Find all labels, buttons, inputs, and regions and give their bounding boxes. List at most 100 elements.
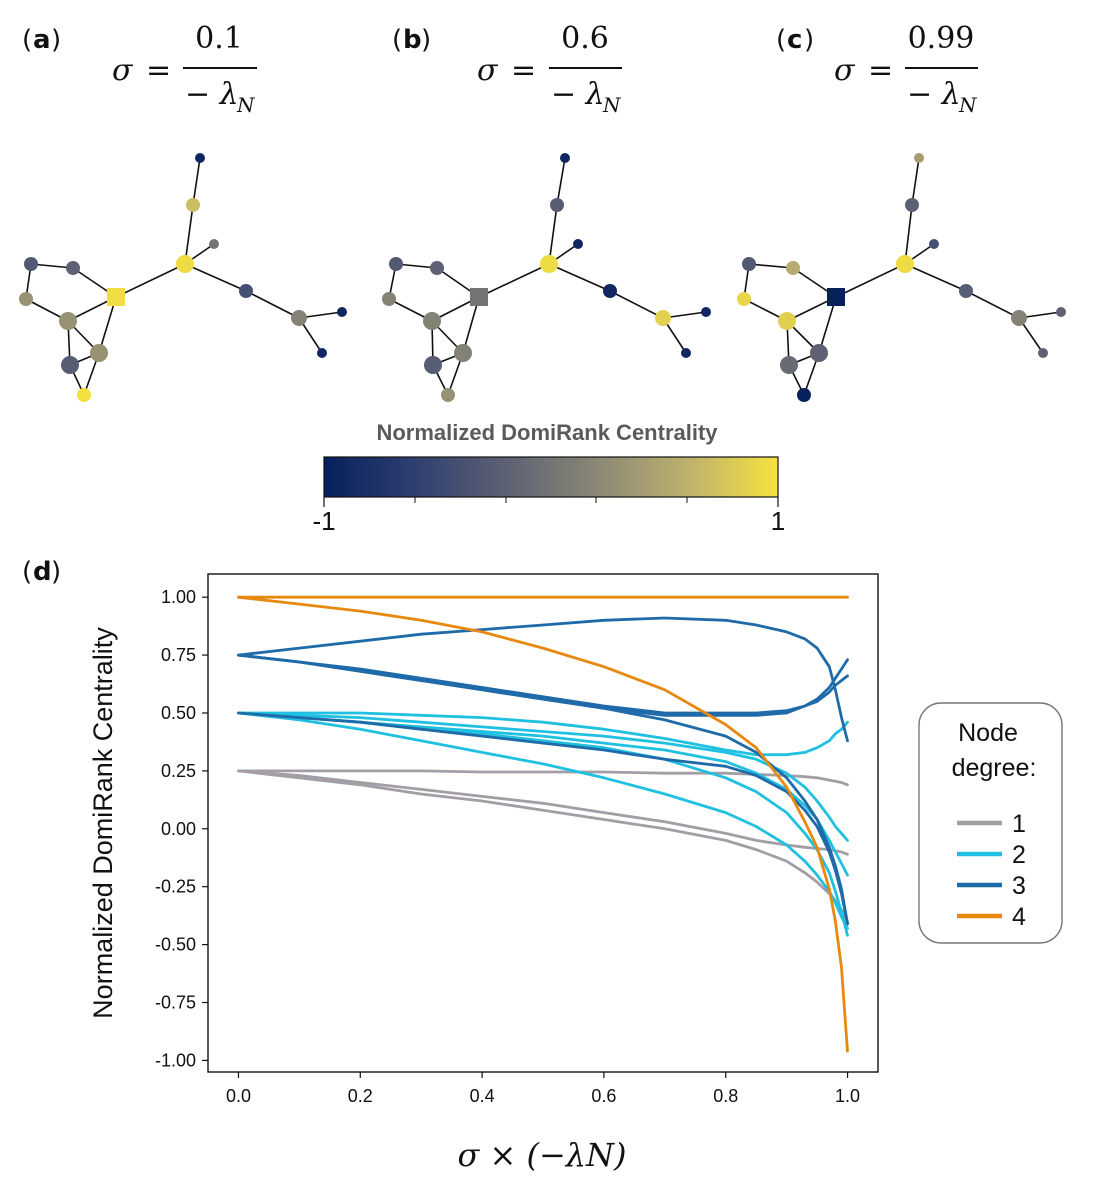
network-node [77,388,91,402]
x-axis-label: σ × (−λN) [457,1136,626,1174]
network-node [959,284,973,298]
network-node [176,255,194,273]
network-node [430,261,444,275]
network-node [742,257,756,271]
network-node [1038,348,1048,358]
network-node [540,255,558,273]
numerator-b: 0.6 [561,21,609,56]
panel-letter-a-open: ( [22,25,32,55]
y-tick-label: 0.25 [161,761,196,781]
x-tick-label: 0.0 [226,1086,251,1106]
y-tick-label: 0.00 [161,819,196,839]
network-edge [192,157,201,206]
network-node [239,284,253,298]
network-node [59,312,77,330]
sigma-symbol-c: σ [834,53,856,88]
network-edge [818,296,837,354]
network-node [681,348,691,358]
numerator-a: 0.1 [195,21,243,56]
network-edge [548,263,611,292]
network-node [778,312,796,330]
network-graph-c [737,153,1066,402]
legend-label: 1 [1012,810,1026,838]
y-tick-label: 0.50 [161,703,196,723]
colorbar-gradient [323,456,779,498]
network-node [317,348,327,358]
network-edge [245,290,300,319]
network-node [337,307,347,317]
equals-c: = [868,53,893,88]
line-chart: 0.0 0.2 0.4 0.6 0.8 1.0 1.00 0.75 0.50 0.25 0.00 -… [88,573,879,1174]
network-edge [98,296,117,354]
network-edge [556,157,566,206]
equals-b: = [511,53,536,88]
legend-label: 4 [1012,903,1026,931]
network-edge [904,263,967,292]
series-line-degree-2 [237,711,849,930]
numerator-c: 0.99 [908,21,975,56]
network-hub-node [107,288,125,306]
y-tick-label: -1.00 [155,1050,196,1070]
y-tick-label: -0.50 [155,935,196,955]
network-node [423,312,441,330]
network-graph-a [19,153,347,402]
network-edge [478,263,550,298]
network-edge [609,290,664,319]
legend-entries: 1 2 3 4 [957,810,1026,931]
series-line-degree-3 [237,616,849,743]
x-axis: 0.0 0.2 0.4 0.6 0.8 1.0 [226,1072,860,1106]
network-node [209,239,219,249]
x-tick-label: 0.6 [591,1086,616,1106]
network-node [914,153,924,163]
network-node [780,356,798,374]
network-graph-b [382,153,711,402]
plot-lines [237,595,849,1053]
network-node [90,344,108,362]
network-node [186,198,200,212]
network-node [389,257,403,271]
legend-label: 2 [1012,841,1026,869]
network-node [560,153,570,163]
subscript-c: N [958,93,978,117]
panel-letter-c-open: ( [776,25,786,55]
series-line-degree-4 [237,595,849,1053]
y-axis-label: Normalized DomiRank Centrality [88,627,118,1019]
panel-letter-c: c [787,25,802,55]
network-node [550,198,564,212]
network-node [603,284,617,298]
plot-frame [207,573,879,1073]
network-node [24,257,38,271]
network-node [441,388,455,402]
network-node [382,292,396,306]
sigma-symbol-a: σ [112,53,134,88]
network-node [573,239,583,249]
series-line-degree-1 [237,769,849,787]
network-node [19,292,33,306]
colorbar-max-label: 1 [771,506,785,536]
panel-letter-c-close: ) [804,25,814,55]
panel-letter-b-open: ( [392,25,402,55]
y-tick-label: 1.00 [161,587,196,607]
denominator-b: − λ [551,77,605,112]
network-node [929,239,939,249]
y-axis: 1.00 0.75 0.50 0.25 0.00 -0.25 -0.50 -0.75 -1.00 [155,587,208,1070]
series-line-degree-2 [237,711,849,842]
network-node [291,310,307,326]
network-node [797,388,811,402]
network-node [424,356,442,374]
network-edge [748,263,794,269]
network-edge [115,263,186,298]
subscript-b: N [602,93,622,117]
series-line-degree-1 [237,769,849,856]
network-edge [965,290,1020,319]
network-node [737,292,751,306]
panel-d-header: ( d ) [22,557,61,587]
series-line-degree-3 [237,653,849,715]
panel-letter-b-close: ) [421,25,431,55]
network-node [61,356,79,374]
denominator-a: − λ [185,77,239,112]
network-node [454,344,472,362]
panel-b-header: ( b ) σ = 0.6 − λ N [392,21,622,117]
network-node [786,261,800,275]
